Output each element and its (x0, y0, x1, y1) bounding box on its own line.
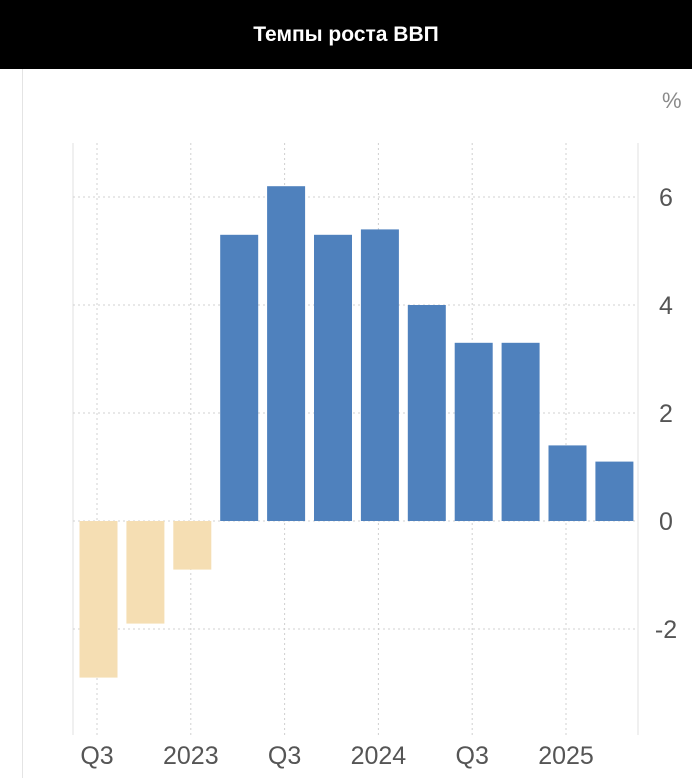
x-tick-label: Q3 (456, 742, 489, 770)
x-tick-label: Q3 (268, 742, 301, 770)
x-tick-label: Q3 (80, 742, 113, 770)
bar (360, 229, 399, 521)
unit-label: % (662, 88, 682, 113)
y-tick-label: 6 (659, 184, 673, 212)
grid-lines (72, 143, 639, 735)
bar (548, 445, 587, 521)
y-tick-label: -2 (655, 616, 677, 644)
x-tick-label: 2024 (351, 742, 407, 770)
y-tick-label: 0 (659, 508, 673, 536)
x-tick-label: 2025 (538, 742, 594, 770)
x-tick-label: 2023 (163, 742, 219, 770)
chart-header: Темпы роста ВВП (0, 0, 692, 69)
left-divider (22, 69, 23, 778)
bars (79, 186, 634, 678)
bar (126, 521, 165, 624)
x-axis-ticks: Q3 2023 Q3 2024 Q3 2025 (80, 742, 593, 770)
bar (454, 342, 493, 521)
bar (220, 234, 259, 522)
bar (314, 234, 352, 522)
bar (595, 461, 634, 521)
y-tick-label: 4 (659, 292, 673, 320)
bar (407, 305, 446, 521)
y-axis-ticks: -2 0 2 4 6 (655, 184, 677, 644)
bar (501, 342, 540, 521)
bar (267, 186, 306, 521)
bar (79, 521, 118, 678)
chart-title: Темпы роста ВВП (253, 22, 439, 46)
bar (173, 521, 212, 570)
y-tick-label: 2 (659, 400, 673, 428)
